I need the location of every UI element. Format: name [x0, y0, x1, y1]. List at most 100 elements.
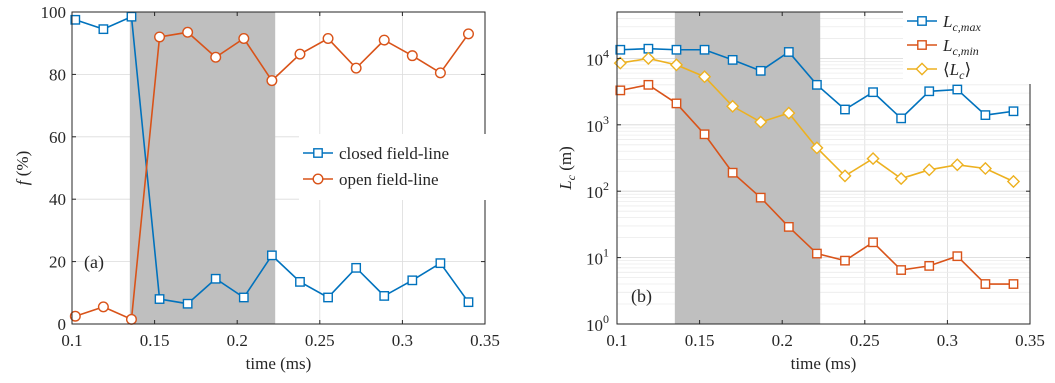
- data-point: [238, 33, 250, 45]
- y-tick-label: 100: [586, 312, 609, 335]
- y-axis-subscript: c: [564, 174, 578, 180]
- y-axis-unit: (m): [556, 146, 575, 175]
- data-point: [978, 161, 992, 176]
- data-point: [182, 298, 193, 309]
- series-1: [70, 11, 474, 309]
- data-point: [727, 54, 738, 65]
- y-tick-exponent: 1: [603, 246, 609, 260]
- data-point: [294, 48, 306, 60]
- y-tick-base: 10: [586, 183, 603, 202]
- series-1: [615, 43, 1019, 124]
- y-tick-base: 10: [586, 50, 603, 69]
- data-point: [754, 115, 768, 129]
- data-point: [840, 104, 850, 115]
- x-tick-label: 0.3: [392, 331, 413, 350]
- x-tick-label: 0.3: [937, 331, 958, 350]
- panel-label: (a): [84, 252, 104, 273]
- legend-bracket: ⟨: [943, 60, 950, 79]
- panel-b: 0.1 0.15 0.2 0.25 0.3 0.35100101102103104time…: [556, 2, 1045, 373]
- ticks: [616, 12, 1031, 325]
- series-2: [615, 79, 1019, 289]
- x-tick-label: 0.15: [140, 331, 170, 350]
- y-tick-label: 40: [49, 190, 66, 209]
- data-point: [125, 313, 137, 325]
- y-tick-label: 20: [49, 253, 66, 272]
- y-tick-label: 104: [586, 46, 609, 69]
- y-tick-exponent: 0: [603, 312, 609, 326]
- x-axis-label: time (ms): [246, 354, 312, 373]
- legend-marker: [313, 148, 323, 158]
- y-tick-label: 103: [586, 113, 609, 136]
- y-tick-label: 60: [49, 128, 66, 147]
- data-point: [295, 276, 305, 287]
- y-tick-base: 10: [586, 250, 603, 269]
- data-point: [462, 28, 474, 40]
- data-point: [782, 106, 796, 120]
- data-point: [896, 265, 907, 275]
- data-point: [406, 50, 418, 62]
- data-point: [671, 44, 682, 55]
- data-point: [868, 237, 878, 248]
- data-point: [980, 279, 991, 289]
- legend-label: ⟨Lc⟩: [943, 60, 971, 82]
- y-tick-label: 100: [41, 3, 67, 22]
- x-tick-label: 0.25: [850, 331, 880, 350]
- data-point: [98, 24, 109, 35]
- data-point: [615, 44, 626, 55]
- legend-subscript: c: [959, 68, 965, 82]
- data-point: [783, 222, 794, 232]
- data-point: [811, 79, 822, 90]
- data-point: [924, 86, 935, 97]
- data-point: [868, 87, 878, 98]
- data-point: [643, 43, 654, 54]
- data-point: [697, 70, 712, 84]
- data-point: [435, 258, 446, 269]
- data-point: [434, 67, 446, 79]
- data-point: [811, 248, 822, 259]
- data-point: [154, 31, 166, 43]
- y-tick-base: 10: [586, 117, 603, 136]
- ticks: [71, 11, 486, 325]
- x-tick-label: 0.2: [772, 331, 793, 350]
- data-point: [126, 11, 137, 22]
- data-point: [238, 292, 249, 303]
- data-point: [322, 33, 334, 45]
- legend-symbol: L: [942, 12, 952, 31]
- panel-a: 0.1 0.15 0.2 0.25 0.3 0.35 0 20 40 60 80 100 time (m…: [13, 3, 500, 373]
- data-point: [952, 251, 963, 262]
- data-point: [1008, 279, 1019, 289]
- data-point: [726, 99, 740, 113]
- y-tick-exponent: 4: [603, 46, 609, 60]
- data-point: [840, 255, 850, 266]
- data-point: [210, 273, 221, 284]
- y-tick-base: 10: [586, 316, 603, 335]
- x-tick-label: 0.25: [305, 331, 335, 350]
- data-point: [1006, 174, 1021, 189]
- data-point: [210, 51, 222, 63]
- data-point: [182, 26, 194, 38]
- data-point: [699, 44, 710, 55]
- y-axis-label: f (%): [13, 151, 32, 185]
- data-point: [755, 65, 766, 76]
- data-point: [783, 47, 794, 57]
- data-point: [266, 250, 277, 261]
- legend-marker: [917, 16, 927, 26]
- data-point: [97, 301, 109, 313]
- data-point: [838, 169, 852, 183]
- y-axis-label: Lc (m): [556, 146, 578, 191]
- legend-symbol: L: [949, 60, 959, 79]
- data-point: [154, 294, 165, 304]
- legend-label: Lc,max: [942, 12, 981, 34]
- data-point: [641, 51, 655, 65]
- data-point: [378, 34, 390, 46]
- data-point: [69, 310, 81, 322]
- data-point: [671, 98, 682, 109]
- x-tick-label: 0.35: [1015, 331, 1045, 350]
- y-axis-symbol: f: [13, 178, 32, 185]
- legend-box: [299, 134, 490, 200]
- axes-box: [616, 11, 1031, 325]
- legend-symbol: L: [942, 36, 952, 55]
- data-point: [924, 260, 935, 271]
